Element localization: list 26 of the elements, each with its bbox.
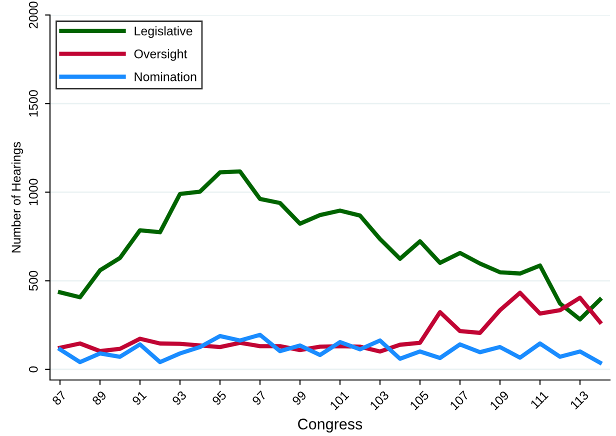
x-tick-label: 105 [409,390,430,410]
legend-label: Oversight [134,49,188,61]
x-tick-label: 107 [449,390,470,410]
y-tick-label: 1500 [28,90,38,117]
x-tick-label: 111 [530,390,549,409]
x-tick-label: 87 [52,390,67,406]
x-tick-label: 99 [292,390,307,406]
x-tick-label: 97 [252,390,267,406]
legend-label: Nomination [134,72,196,82]
x-tick-label: 113 [570,390,590,410]
y-axis-title: Number of Hearings [11,142,24,252]
y-tick-label: 1000 [28,178,38,206]
x-tick-label: 91 [132,390,147,406]
line-series [58,169,602,322]
line-series [58,332,602,365]
y-tick-label: 500 [28,270,38,291]
x-tick-label: 101 [329,390,350,410]
x-tick-label: 95 [212,390,227,406]
x-tick-label: 89 [92,390,107,406]
y-tick-label: 0 [28,366,38,372]
y-tick-label: 2000 [28,2,38,28]
x-tick-label: 103 [369,390,390,410]
x-axis-title: Congress [298,418,362,433]
x-tick-label: 93 [172,390,187,406]
x-tick-label: 109 [489,390,510,410]
legend-label: Legislative [134,26,192,38]
